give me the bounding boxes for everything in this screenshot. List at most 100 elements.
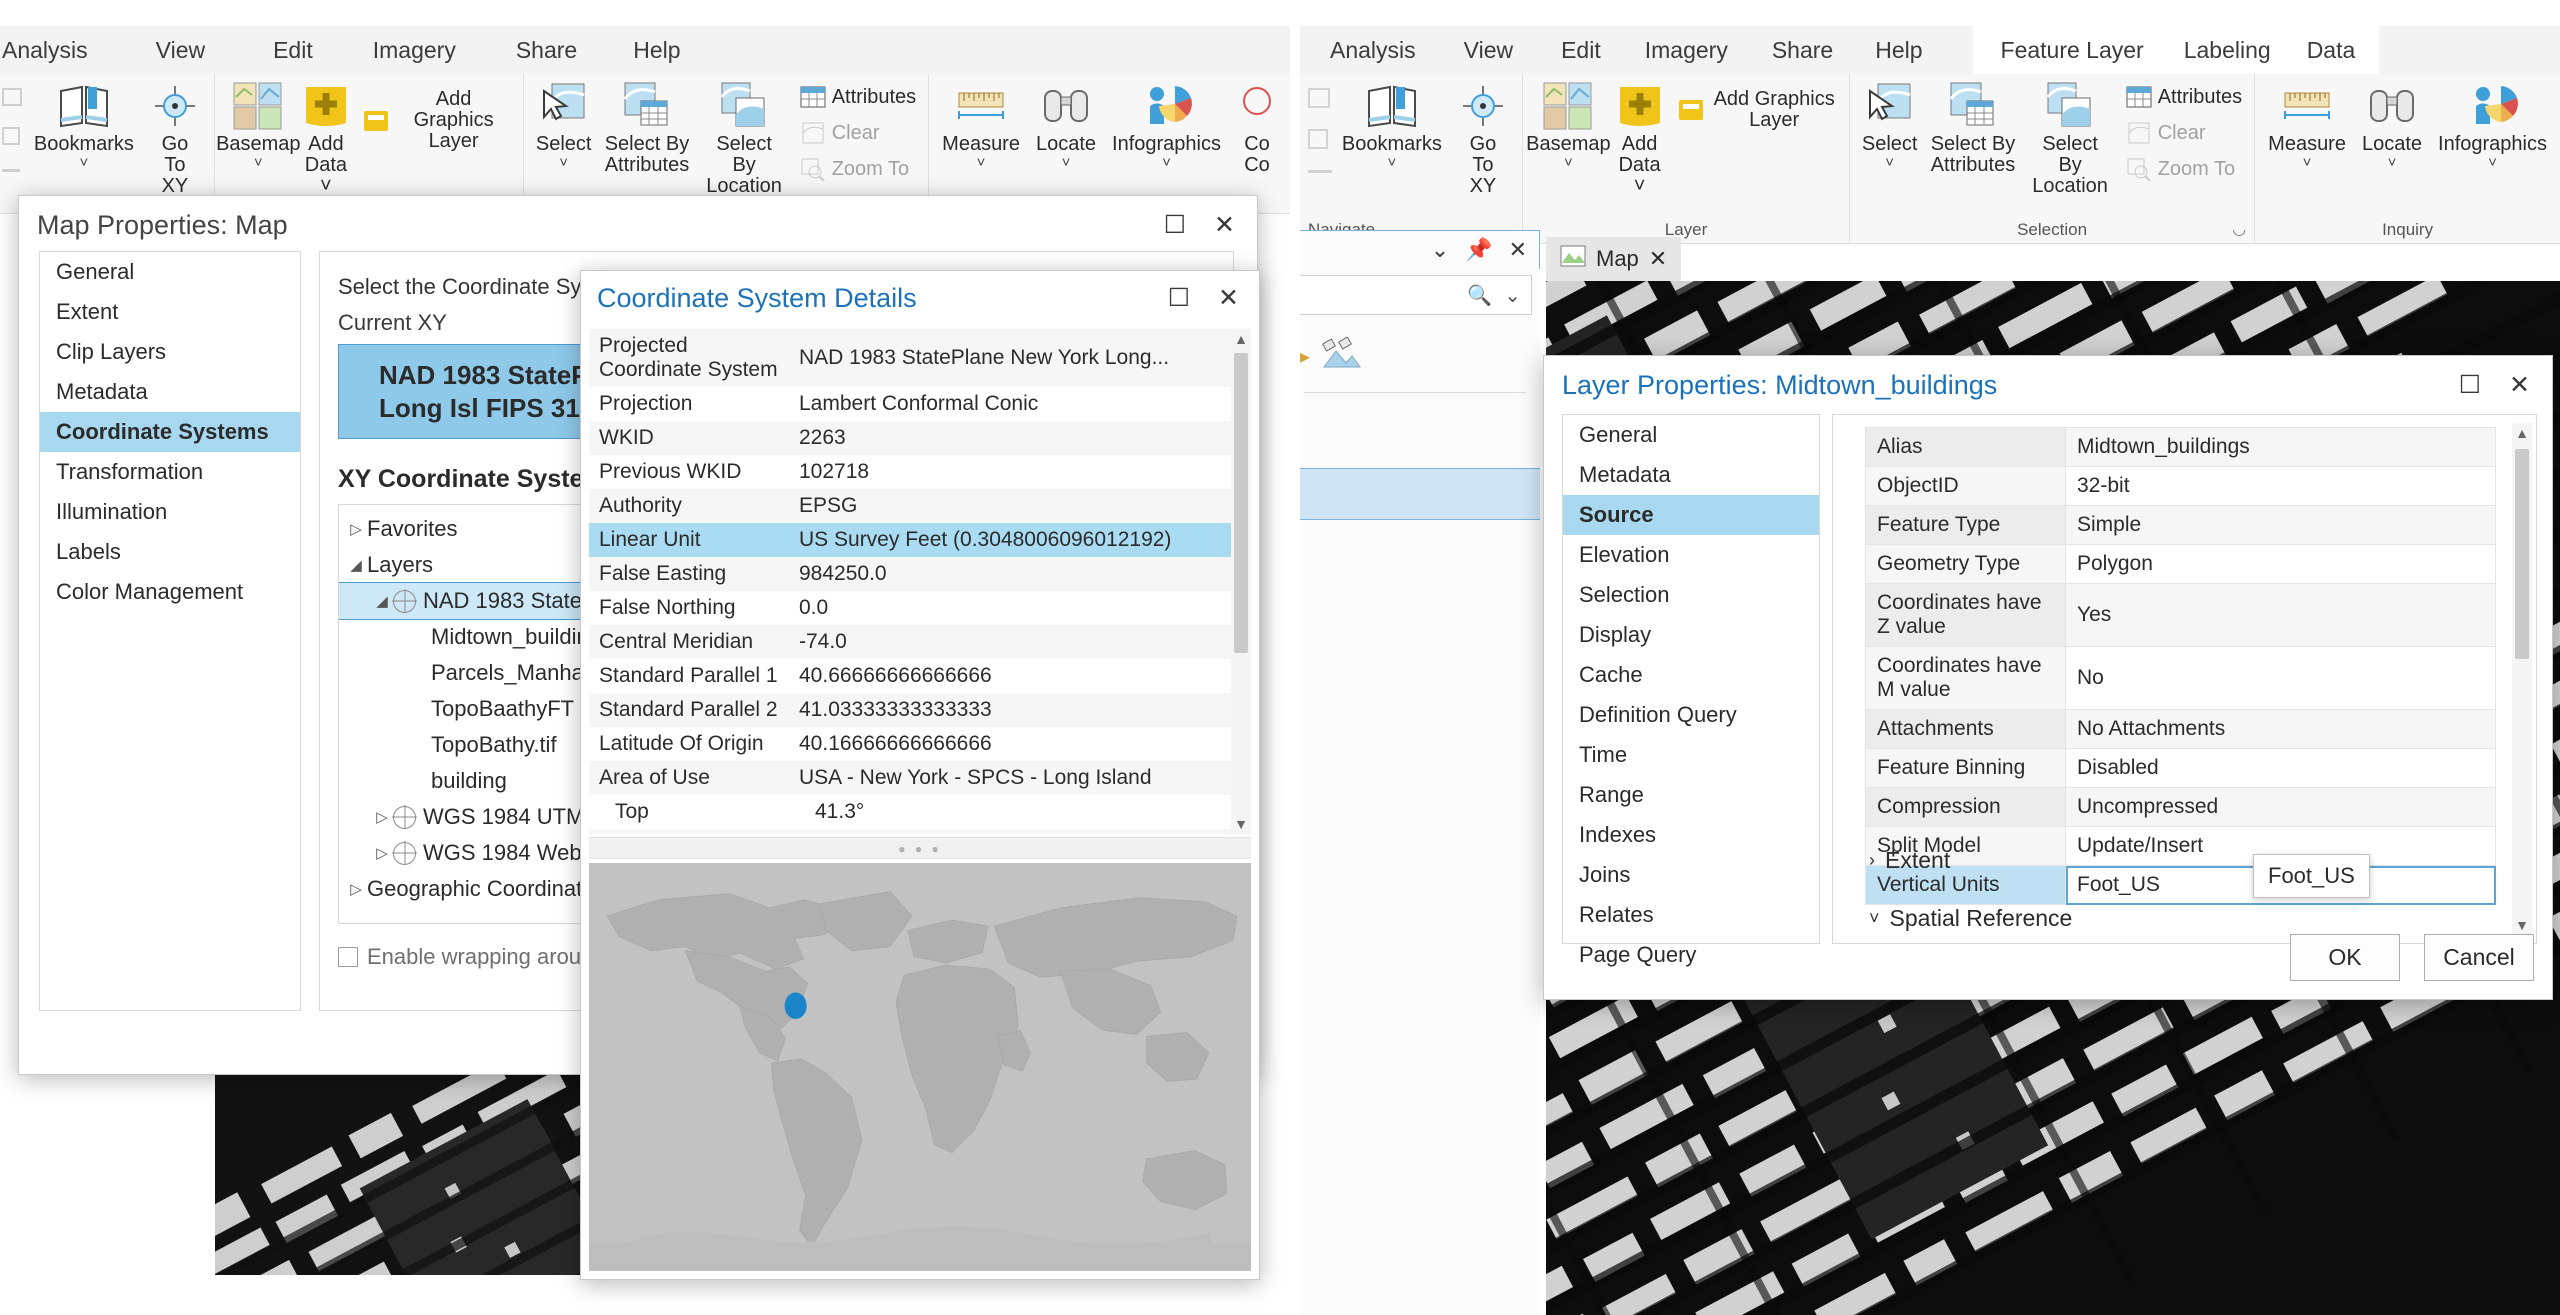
- ribbon-tab-imagery[interactable]: Imagery: [372, 36, 456, 63]
- cancel-button[interactable]: Cancel: [2424, 934, 2534, 981]
- chevron-right-icon[interactable]: ▸: [1300, 346, 1311, 368]
- table-row[interactable]: Authority EPSG: [589, 489, 1251, 523]
- nav-item-time[interactable]: Time: [1579, 742, 1628, 767]
- close-icon[interactable]: ✕: [1218, 284, 1239, 312]
- table-row-vertical-units[interactable]: Vertical Units Foot_US: [1865, 865, 2496, 905]
- chevron-down-icon[interactable]: ˅: [1885, 154, 1895, 171]
- close-icon[interactable]: ✕: [1214, 211, 1235, 239]
- add-data-button[interactable]: Add Data ˅: [300, 78, 353, 199]
- nav-item-selection[interactable]: Selection: [1579, 582, 1670, 607]
- csd-splitter[interactable]: ● ● ●: [589, 837, 1251, 859]
- chevron-down-icon[interactable]: ˅: [976, 154, 986, 171]
- select-by-location-button[interactable]: Select By Location: [2025, 78, 2116, 199]
- zoom-to-button[interactable]: Zoom To: [2122, 152, 2246, 186]
- zoom-to-button[interactable]: Zoom To: [796, 152, 920, 186]
- ribbon-tab-edit[interactable]: Edit: [1561, 36, 1601, 63]
- table-row[interactable]: Coordinates have Z value Yes: [1865, 583, 2496, 647]
- table-row[interactable]: Area of Use USA - New York - SPCS - Long …: [589, 761, 1251, 795]
- scroll-up-arrow[interactable]: ▲: [1234, 331, 1248, 347]
- go-to-xy-button[interactable]: Go To XY: [144, 78, 206, 199]
- convert-coordinates-button[interactable]: Co Co: [1232, 78, 1282, 178]
- locate-button[interactable]: Locate ˅: [1031, 78, 1101, 172]
- basemap-button[interactable]: Basemap ˅: [1526, 78, 1611, 172]
- table-row[interactable]: Latitude Of Origin 40.16666666666666: [589, 727, 1251, 761]
- nav-item-metadata[interactable]: Metadata: [1579, 462, 1671, 487]
- table-row[interactable]: Alias Midtown_buildings: [1865, 427, 2496, 467]
- attributes-button[interactable]: Attributes: [2122, 80, 2246, 114]
- infographics-button[interactable]: Infographics ˅: [2433, 78, 2552, 172]
- ribbon-tab-share[interactable]: Share: [515, 36, 578, 63]
- nav-item-transformation[interactable]: Transformation: [56, 459, 204, 484]
- table-row[interactable]: Feature Binning Disabled: [1865, 748, 2496, 788]
- explore-icon[interactable]: [1308, 87, 1330, 108]
- select-by-location-button[interactable]: Select By Location: [699, 78, 790, 199]
- nav-item-extent[interactable]: Extent: [56, 299, 119, 324]
- chevron-down-icon[interactable]: ⌄: [1430, 237, 1450, 262]
- close-icon[interactable]: ✕: [1508, 237, 1527, 262]
- source-vertical-scrollbar[interactable]: ▲ ▼: [2512, 423, 2532, 935]
- measure-button[interactable]: Measure ˅: [937, 78, 1025, 172]
- table-row[interactable]: Previous WKID 102718: [589, 455, 1251, 489]
- bookmarks-button[interactable]: Bookmarks ˅: [1338, 78, 1446, 172]
- chevron-down-icon[interactable]: ˅: [1564, 154, 1573, 171]
- table-row[interactable]: Attachments No Attachments: [1865, 709, 2496, 749]
- table-row[interactable]: Standard Parallel 2 41.03333333333333: [589, 693, 1251, 727]
- csd-vertical-scrollbar[interactable]: ▲ ▼: [1231, 329, 1251, 834]
- ribbon-tab-analysis[interactable]: Analysis: [1330, 36, 1416, 63]
- tree-node-topobathy-tif[interactable]: TopoBathy.tif: [339, 727, 1214, 763]
- nav-item-illumination[interactable]: Illumination: [56, 499, 168, 524]
- nav-item-relates[interactable]: Relates: [1579, 902, 1654, 927]
- chevron-right-icon[interactable]: ▷: [350, 521, 362, 538]
- chevron-down-icon[interactable]: ˅: [1387, 154, 1397, 171]
- selection-dialog-launcher-icon[interactable]: ◡: [2232, 221, 2247, 238]
- scroll-down-arrow[interactable]: ▼: [2515, 917, 2529, 933]
- add-graphics-layer-button[interactable]: Add Graphics Layer: [358, 86, 515, 155]
- tree-node-building[interactable]: building: [339, 763, 1214, 799]
- ribbon-tab-analysis[interactable]: Analysis: [2, 36, 88, 63]
- table-row[interactable]: Standard Parallel 1 40.66666666666666: [589, 659, 1251, 693]
- table-row[interactable]: Geometry Type Polygon: [1865, 544, 2496, 584]
- tree-node-topobaathyft[interactable]: TopoBaathyFT: [339, 691, 1214, 727]
- contents-search-input[interactable]: 🔍 ⌄: [1300, 275, 1532, 315]
- ribbon-tab-view[interactable]: View: [155, 36, 206, 63]
- nav-item-definition-query[interactable]: Definition Query: [1579, 702, 1737, 727]
- table-row[interactable]: ObjectID 32-bit: [1865, 466, 2496, 506]
- locate-button[interactable]: Locate ˅: [2357, 78, 2427, 172]
- search-icon[interactable]: 🔍: [1467, 284, 1493, 307]
- scroll-down-arrow[interactable]: ▼: [1234, 816, 1248, 832]
- list-item-selected[interactable]: [1300, 468, 1540, 520]
- scroll-up-arrow[interactable]: ▲: [2515, 425, 2529, 441]
- chevron-down-icon[interactable]: ˅: [2302, 154, 2312, 171]
- clear-button[interactable]: Clear: [2122, 116, 2246, 150]
- nav-item-coordinate-systems[interactable]: Coordinate Systems: [40, 412, 300, 452]
- ribbon-tab-data[interactable]: Data: [2288, 26, 2374, 74]
- table-row[interactable]: Central Meridian -74.0: [589, 625, 1251, 659]
- nav-item-page-query[interactable]: Page Query: [1579, 942, 1697, 967]
- extent-section[interactable]: › Extent: [1869, 847, 1950, 874]
- table-row[interactable]: Feature Type Simple: [1865, 505, 2496, 545]
- nav-item-source[interactable]: Source: [1563, 495, 1819, 535]
- ok-button[interactable]: OK: [2290, 934, 2400, 981]
- table-row[interactable]: Compression Uncompressed: [1865, 787, 2496, 827]
- chevron-down-icon[interactable]: ˅: [1061, 154, 1071, 171]
- ribbon-tab-labeling[interactable]: Labeling: [2165, 26, 2289, 74]
- list-item[interactable]: ▸: [1300, 331, 1540, 382]
- nav-item-cache[interactable]: Cache: [1579, 662, 1643, 687]
- document-tab-map[interactable]: Map ✕: [1546, 237, 1682, 281]
- maximize-icon[interactable]: ☐: [1163, 211, 1187, 239]
- table-row[interactable]: WKID 2263: [589, 421, 1251, 455]
- full-extent-icon[interactable]: [2, 126, 20, 145]
- ribbon-tab-help[interactable]: Help: [633, 36, 681, 63]
- nav-item-color-management[interactable]: Color Management: [56, 579, 244, 604]
- nav-item-labels[interactable]: Labels: [56, 539, 121, 564]
- ribbon-tab-imagery[interactable]: Imagery: [1644, 36, 1728, 63]
- select-button[interactable]: Select ˅: [532, 78, 595, 172]
- maximize-icon[interactable]: ☐: [1167, 284, 1191, 312]
- chevron-down-icon[interactable]: ˅: [2387, 154, 2397, 171]
- table-row[interactable]: Projection Lambert Conformal Conic: [589, 387, 1251, 421]
- full-extent-icon[interactable]: [1308, 128, 1328, 149]
- ribbon-tab-edit[interactable]: Edit: [273, 36, 313, 63]
- chevron-down-icon[interactable]: ˅: [2488, 154, 2497, 171]
- table-row[interactable]: Top 41.3°: [589, 795, 1251, 829]
- next-extent-icon[interactable]: [2, 166, 20, 173]
